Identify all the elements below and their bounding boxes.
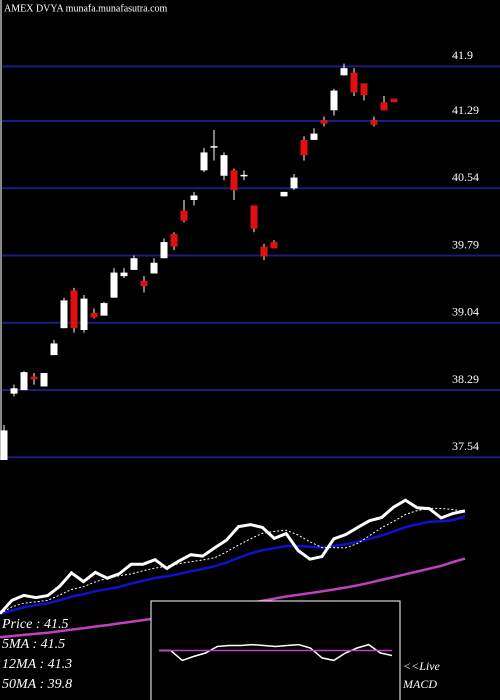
candle-body (10, 388, 18, 394)
candle-body (170, 234, 178, 247)
candle-body (50, 343, 58, 356)
legend-entry: Price : 41.5 (1, 617, 68, 632)
y-tick-label: 37.54 (452, 439, 479, 453)
candle-body (100, 303, 108, 316)
ma-line (0, 507, 466, 615)
candle-body (110, 272, 118, 298)
candle-body (320, 120, 328, 124)
y-tick-label: 39.79 (452, 237, 479, 251)
legend-entry: 12MA : 41.3 (2, 657, 72, 672)
macd-title: MACD (402, 677, 437, 691)
legend-entry: 5MA : 41.5 (2, 637, 65, 652)
candle-body (120, 272, 128, 277)
candle-body (310, 133, 318, 140)
candle-body (230, 170, 238, 191)
candle-body (260, 246, 268, 257)
candle-body (200, 152, 208, 171)
candle-body (40, 373, 48, 387)
y-tick-label: 40.54 (452, 170, 479, 184)
candle-body (20, 372, 28, 391)
candle-body (350, 72, 358, 93)
candle-body (380, 102, 388, 111)
candle-body (290, 177, 298, 189)
price-line (0, 498, 466, 615)
y-tick-label: 38.29 (452, 372, 479, 386)
candle-body (70, 290, 78, 329)
candle-body (270, 242, 278, 249)
candle-body (240, 174, 248, 177)
chart-title: AMEX DVYA munafa.munafasutra.com (4, 3, 168, 14)
candle-body (80, 298, 88, 330)
macd-line (159, 643, 393, 662)
candle-body (220, 155, 228, 176)
candle-body (360, 83, 368, 96)
candle-body (300, 139, 308, 156)
candle-body (210, 146, 218, 148)
candle-body (130, 258, 138, 270)
candle-body (190, 195, 198, 200)
candle-body (160, 242, 168, 259)
candle-body (330, 90, 338, 111)
candle-body (280, 191, 288, 197)
y-tick-label: 41.29 (452, 103, 479, 117)
annotation: <<Live (403, 659, 441, 673)
candle-body (0, 430, 8, 460)
ma-line (0, 515, 466, 615)
candle-body (250, 205, 258, 229)
candle-body (340, 68, 348, 76)
candle-body (390, 98, 398, 103)
y-tick-label: 39.04 (452, 305, 479, 319)
candle-body (150, 262, 158, 274)
candle-body (90, 312, 98, 318)
candle-body (180, 210, 188, 221)
candle-body (60, 300, 68, 329)
legend-entry: 50MA : 39.8 (2, 677, 72, 692)
candle-body (370, 120, 378, 125)
y-tick-label: 41.9 (452, 48, 473, 62)
candle-body (140, 280, 148, 287)
candle-body (30, 376, 38, 380)
